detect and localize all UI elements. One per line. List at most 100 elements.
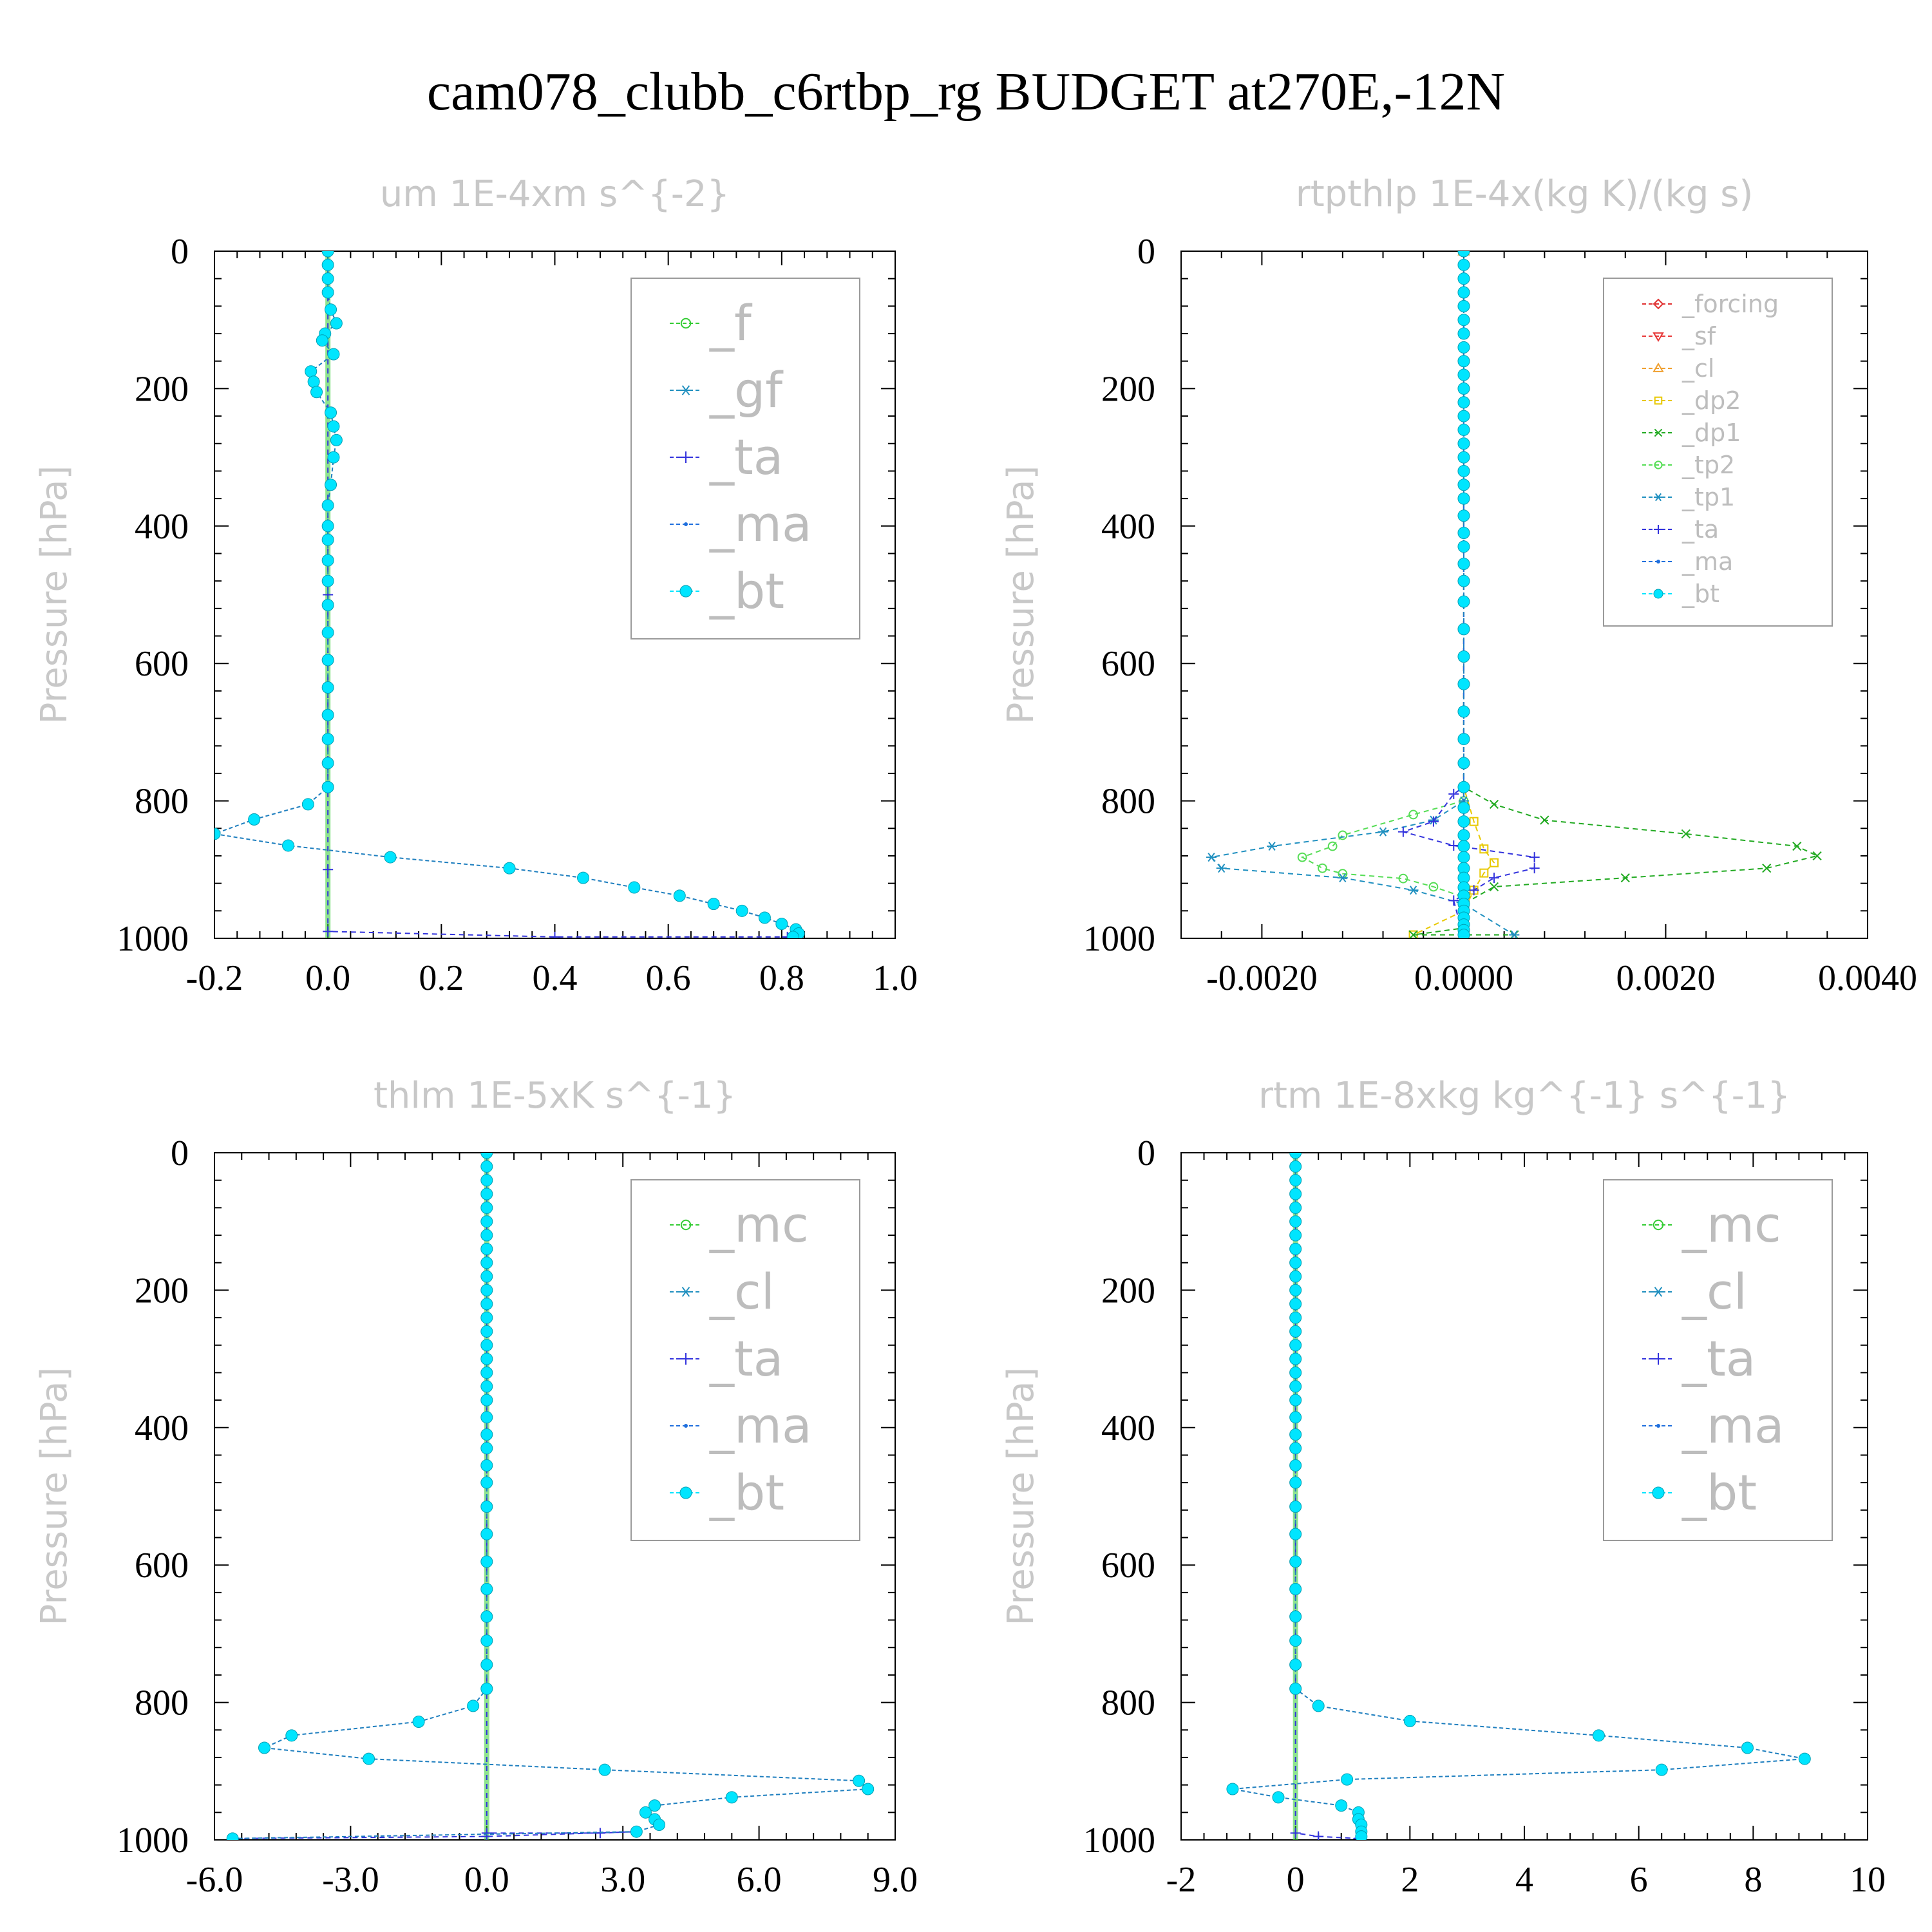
data-point: [214, 828, 221, 840]
y-tick-label: 1000: [1083, 919, 1155, 959]
data-point: [1457, 327, 1470, 340]
data-point: [321, 681, 334, 694]
data-point: [305, 365, 317, 378]
data-point: [480, 1339, 493, 1352]
y-axis-label: Pressure [hPa]: [33, 466, 75, 724]
data-point: [1289, 1442, 1302, 1455]
data-point: [1468, 885, 1479, 896]
series-line: [214, 251, 800, 938]
y-tick-label: 600: [1101, 1546, 1155, 1586]
y-tick-label: 600: [135, 1546, 189, 1586]
data-point: [480, 1658, 493, 1671]
data-point: [1289, 1366, 1302, 1379]
y-tick-label: 1000: [117, 919, 189, 959]
data-point: [316, 334, 328, 347]
data-point: [248, 813, 261, 826]
data-point: [1408, 886, 1419, 895]
data-point: [321, 251, 334, 258]
y-tick-label: 800: [135, 1683, 189, 1723]
legend-marker: [1654, 396, 1663, 405]
data-point: [1289, 1311, 1302, 1324]
data-point: [853, 1774, 866, 1787]
data-point: [480, 1366, 493, 1379]
data-point: [1457, 623, 1470, 636]
data-point: [1479, 868, 1489, 878]
data-point: [1457, 650, 1470, 663]
legend-label: _sf: [1681, 322, 1717, 350]
data-point: [653, 1819, 666, 1832]
y-axis-label: Pressure [hPa]: [1000, 466, 1042, 724]
y-tick-label: 400: [135, 1408, 189, 1448]
data-point: [1289, 1174, 1302, 1187]
data-point: [480, 1215, 493, 1228]
data-point: [226, 1832, 239, 1840]
legend-box: [1603, 278, 1833, 627]
data-point: [1457, 595, 1470, 608]
x-tick-label: 0: [1287, 1860, 1305, 1900]
data-point: [480, 1428, 493, 1441]
data-point: [321, 554, 334, 567]
data-point: [598, 1763, 611, 1776]
data-point: [480, 1242, 493, 1255]
data-point: [480, 1283, 493, 1296]
data-point: [1457, 299, 1470, 312]
legend-box: [630, 1179, 860, 1541]
y-tick-label: 1000: [1083, 1821, 1155, 1861]
data-point: [1428, 816, 1439, 827]
data-point: [1226, 1783, 1239, 1795]
x-tick-label: 0.0: [305, 958, 350, 998]
data-point: [480, 1501, 493, 1513]
data-point: [1457, 272, 1470, 285]
legend-marker: [1653, 1287, 1664, 1297]
data-point: [1289, 1215, 1302, 1228]
data-point: [1812, 851, 1822, 861]
legend-label: _bt: [1681, 1464, 1757, 1521]
series-tp2: [1297, 251, 1469, 938]
legend-label: _tp1: [1681, 483, 1735, 511]
series-line: [1300, 251, 1464, 938]
data-point: [480, 1555, 493, 1568]
panel-title: rtpthlp 1E-4x(kg K)/(kg s): [1296, 173, 1754, 215]
legend-label: _ma: [709, 495, 812, 553]
series-ta: [1290, 1153, 1364, 1840]
panel-rtpthlp: rtpthlp 1E-4x(kg K)/(kg s) Pressure [hPa]…: [1000, 173, 1917, 998]
legend-marker: [679, 585, 692, 598]
data-point: [321, 781, 334, 793]
panel-title: rtm 1E-8xkg kg^{-1} s^{-1}: [1258, 1075, 1790, 1117]
y-tick-label: 0: [171, 1133, 189, 1173]
data-point: [480, 1476, 493, 1489]
data-point: [1398, 873, 1408, 884]
data-point: [1289, 1634, 1302, 1647]
data-point: [1457, 781, 1470, 793]
data-point: [321, 520, 334, 533]
data-point: [307, 375, 320, 388]
plot-area: [214, 251, 805, 938]
data-point: [1289, 1428, 1302, 1441]
x-tick-label: 3.0: [600, 1860, 645, 1900]
data-point: [1457, 509, 1470, 522]
legend-label: _ta: [1681, 1330, 1756, 1387]
x-tick-label: 0.6: [646, 958, 691, 998]
data-point: [1457, 286, 1470, 299]
legend-marker: [680, 1353, 692, 1365]
data-point: [1457, 557, 1470, 570]
legend-marker: [1652, 1486, 1665, 1499]
legend-box: [630, 278, 860, 639]
data-point: [707, 898, 720, 911]
plot-area: [1226, 1153, 1811, 1840]
y-tick-label: 400: [135, 507, 189, 547]
legend: _mc _cl _ta _ma _bt: [1603, 1179, 1833, 1541]
data-point: [1457, 815, 1470, 828]
legend-label: _ta: [709, 1330, 783, 1387]
data-point: [1289, 1242, 1302, 1255]
data-point: [1457, 677, 1470, 690]
legend-marker: [680, 317, 692, 329]
data-point: [758, 911, 771, 924]
plot-area: [1206, 251, 1822, 938]
data-point: [330, 317, 343, 330]
series-line: [327, 251, 788, 938]
data-point: [1289, 1229, 1302, 1242]
x-tick-label: -3.0: [322, 1860, 379, 1900]
data-point: [1457, 574, 1470, 587]
x-tick-label: 0.2: [419, 958, 464, 998]
